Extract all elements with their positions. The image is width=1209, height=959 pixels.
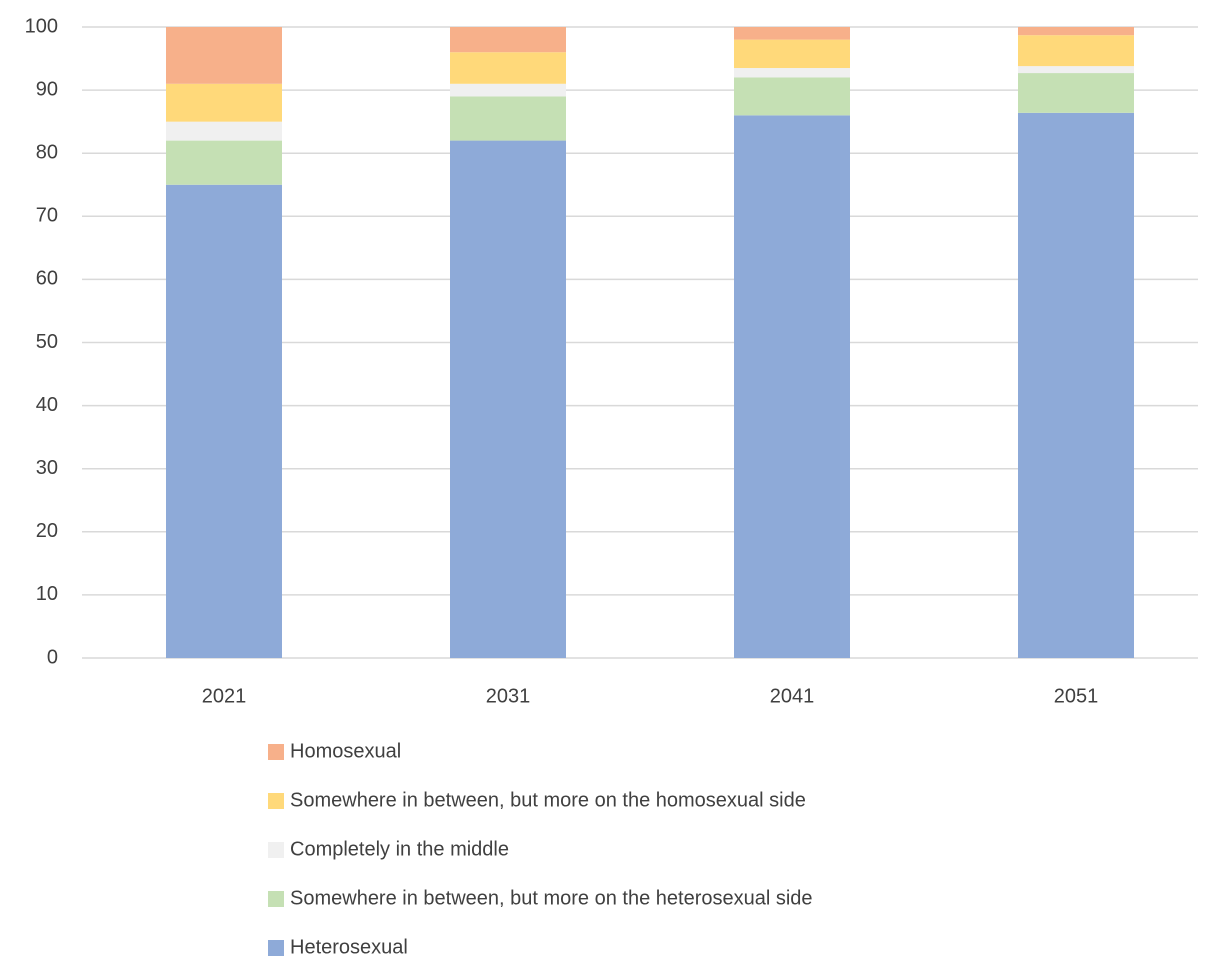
y-tick-label: 40 — [36, 394, 58, 416]
y-tick-label: 80 — [36, 141, 58, 163]
bar-segment — [166, 140, 282, 185]
bar-segment — [1018, 73, 1134, 113]
y-tick-label: 10 — [36, 583, 58, 605]
bar-segment — [450, 52, 566, 84]
x-tick-label: 2041 — [770, 685, 815, 707]
y-tick-label: 100 — [25, 15, 58, 37]
y-tick-label: 90 — [36, 78, 58, 100]
y-tick-label: 70 — [36, 205, 58, 227]
legend-label: Completely in the middle — [290, 838, 509, 860]
y-tick-label: 0 — [47, 646, 58, 668]
x-tick-label: 2021 — [202, 685, 247, 707]
legend-swatch — [268, 793, 284, 809]
bar-segment — [734, 115, 850, 659]
y-tick-label: 50 — [36, 331, 58, 353]
bar-segment — [450, 27, 566, 53]
y-tick-label: 30 — [36, 457, 58, 479]
bar-segment — [166, 83, 282, 122]
bar-segment — [166, 121, 282, 141]
y-tick-label: 60 — [36, 268, 58, 290]
legend-swatch — [268, 940, 284, 956]
y-tick-label: 20 — [36, 520, 58, 542]
legend-swatch — [268, 842, 284, 858]
bar-segment — [1018, 112, 1134, 659]
bar-segment — [734, 27, 850, 40]
legend-swatch — [268, 744, 284, 760]
bar-segment — [1018, 27, 1134, 36]
x-tick-label: 2051 — [1054, 685, 1099, 707]
legend-label: Homosexual — [290, 740, 401, 762]
bar-segment — [166, 27, 282, 84]
legend-label: Somewhere in between, but more on the ho… — [290, 789, 806, 811]
x-tick-label: 2031 — [486, 685, 531, 707]
bar-segment — [450, 96, 566, 141]
legend-label: Heterosexual — [290, 936, 408, 958]
bar-segment — [166, 184, 282, 658]
bar-segment — [1018, 66, 1134, 74]
legend-label: Somewhere in between, but more on the he… — [290, 887, 813, 909]
bar-segment — [734, 68, 850, 78]
bar-segment — [1018, 35, 1134, 67]
bar-segment — [734, 77, 850, 116]
bar-segment — [450, 140, 566, 658]
bar-segment — [734, 39, 850, 69]
legend-swatch — [268, 891, 284, 907]
bar-segment — [450, 83, 566, 97]
